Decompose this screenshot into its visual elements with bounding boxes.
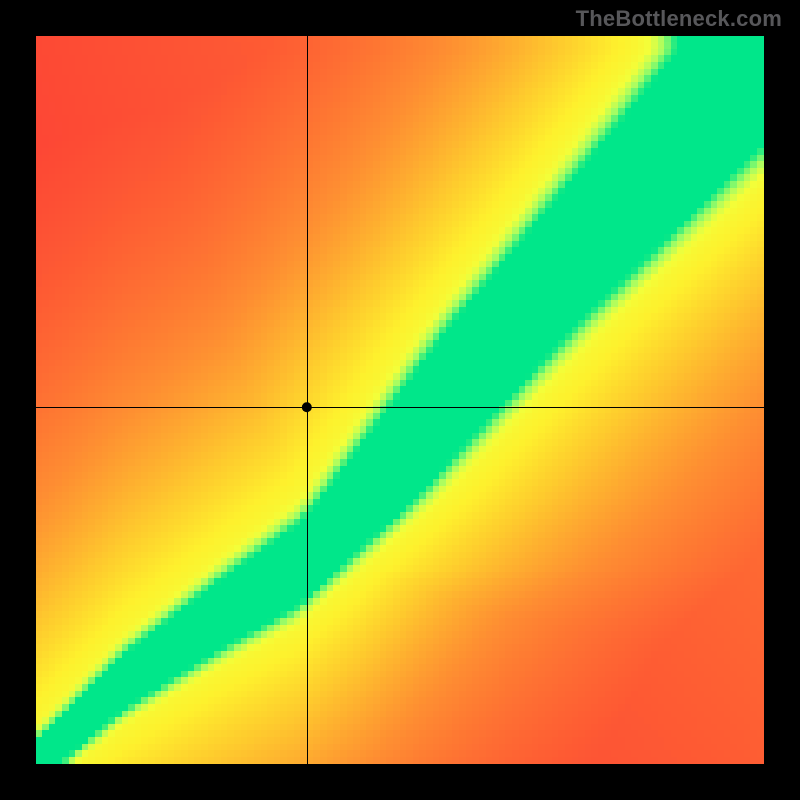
plot-area: [36, 36, 764, 764]
chart-container: TheBottleneck.com: [0, 0, 800, 800]
heatmap-canvas: [36, 36, 764, 764]
watermark-text: TheBottleneck.com: [576, 6, 782, 32]
